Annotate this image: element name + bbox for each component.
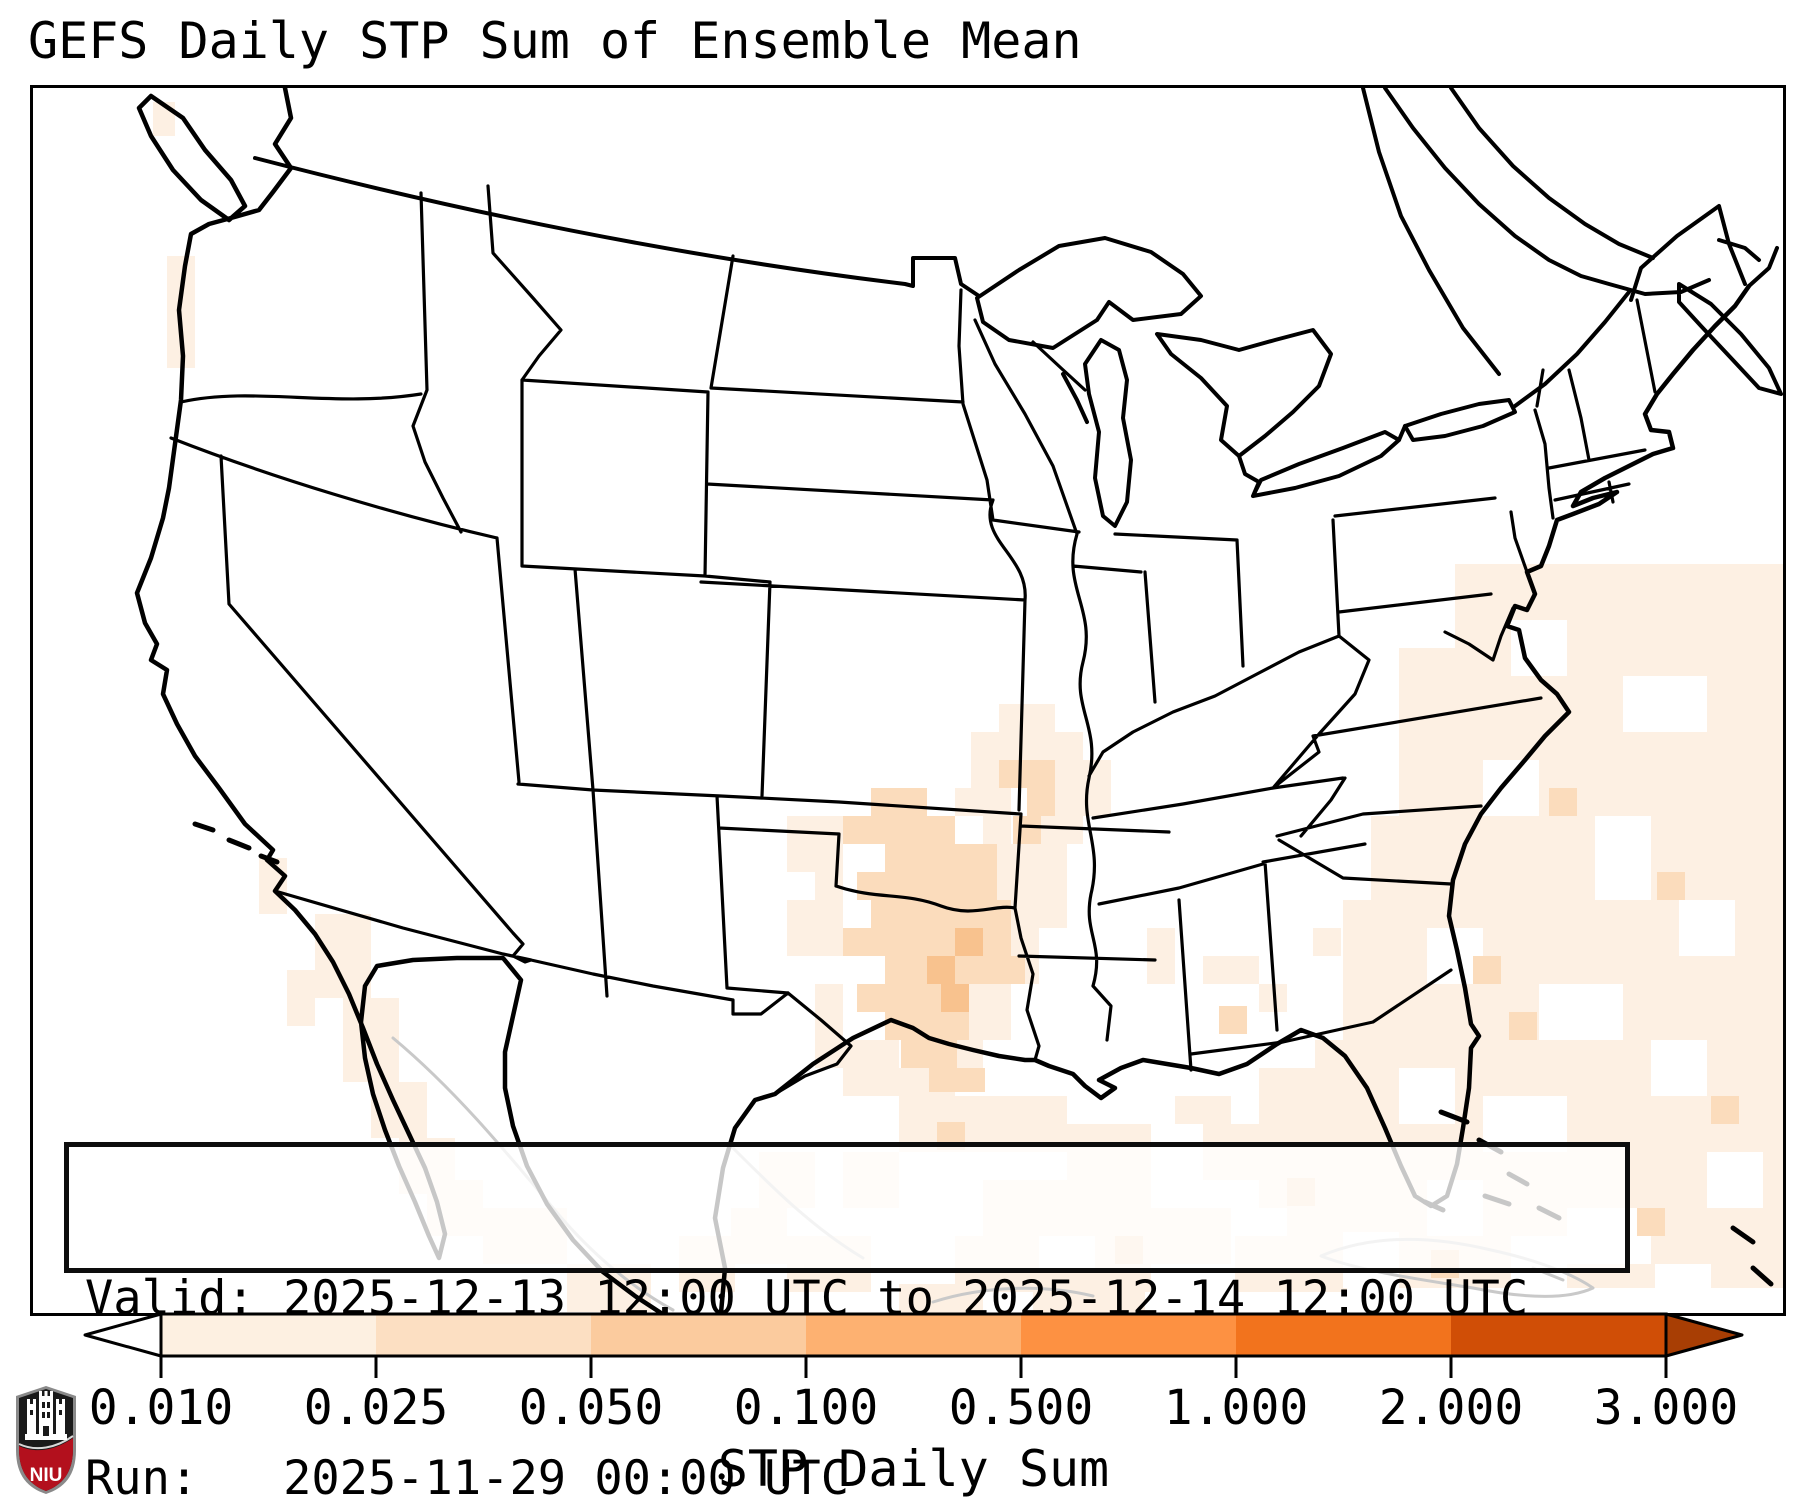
colorbar-tick-label: 2.000 xyxy=(1379,1380,1524,1436)
shading-cell-b1 xyxy=(1313,928,1341,956)
niu-logo: NIU xyxy=(14,1384,78,1500)
shading-cell-b2 xyxy=(1027,788,1055,816)
niu-shield-icon: NIU xyxy=(14,1384,78,1496)
shading-cell-b1 xyxy=(1371,816,1399,900)
shading-cell-white xyxy=(1483,760,1539,816)
shading-cell-b2 xyxy=(1509,1012,1537,1040)
colorbar-segment xyxy=(806,1314,1021,1356)
shading-cell-b2 xyxy=(871,900,1011,928)
shading-cell-b3 xyxy=(941,984,969,1012)
niu-logo-text: NIU xyxy=(30,1465,63,1486)
shading-cell-b2 xyxy=(1711,1096,1739,1124)
colorbar-svg: 0.010 0.025 0.050 0.100 0.500 1.000 2.000 3.000… xyxy=(0,1306,1803,1500)
shading-cell-b3 xyxy=(955,928,983,956)
shading-cell-b2 xyxy=(1013,816,1041,844)
colorbar-under-arrow xyxy=(85,1314,161,1356)
valid-run-info-box: Valid: 2025-12-13 12:00 UTC to 2025-12-1… xyxy=(64,1142,1630,1273)
colorbar-segment xyxy=(376,1314,591,1356)
colorbar-tick-label: 0.010 xyxy=(89,1380,234,1436)
shading-cell-b1 xyxy=(1175,1096,1231,1124)
shading-cell-b1 xyxy=(1455,564,1783,732)
colorbar-segment xyxy=(161,1314,376,1356)
weather-map-page: GEFS Daily STP Sum of Ensemble Mean Vali… xyxy=(0,0,1803,1500)
colorbar-segment xyxy=(1236,1314,1451,1356)
shading-cell-white xyxy=(1595,816,1651,900)
colorbar-tick-label: 0.500 xyxy=(949,1380,1094,1436)
shading-cell-b1 xyxy=(287,970,315,1026)
canada-border-lines xyxy=(255,88,1781,440)
shading-cell-b1 xyxy=(1203,956,1259,984)
colorbar-segment xyxy=(1021,1314,1236,1356)
colorbar-tick-label: 0.050 xyxy=(519,1380,664,1436)
shading-cell-white xyxy=(1655,1264,1711,1292)
map-canvas xyxy=(30,85,1786,1316)
colorbar-tick-label: 0.100 xyxy=(734,1380,879,1436)
shading-cell-b1 xyxy=(787,816,843,872)
conus-map-svg xyxy=(33,88,1783,1313)
colorbar-over-arrow xyxy=(1666,1314,1742,1356)
colorbar-tick-label: 0.025 xyxy=(304,1380,449,1436)
colorbar-axis-label: STP Daily Sum xyxy=(718,1440,1109,1498)
shading-cell-b2 xyxy=(1473,956,1501,984)
shading-cell-b2 xyxy=(871,788,927,816)
shading-cell-b2 xyxy=(843,816,955,844)
shading-cell-b1 xyxy=(1055,760,1111,816)
shading-cell-b1 xyxy=(999,704,1055,732)
page-title: GEFS Daily STP Sum of Ensemble Mean xyxy=(28,12,1082,70)
colorbar-segment xyxy=(1451,1314,1666,1356)
shading-cell-white xyxy=(1623,676,1707,732)
shading-cell-b2 xyxy=(885,844,997,872)
shading-cell-b1 xyxy=(1147,928,1175,984)
shading-cell-b2 xyxy=(1637,1208,1665,1236)
shading-cell-white xyxy=(1651,1040,1707,1096)
colorbar-tick-label: 1.000 xyxy=(1164,1380,1309,1436)
shading-cell-b2 xyxy=(1219,1006,1247,1034)
shading-cell-b2 xyxy=(1549,788,1577,816)
shading-cell-b2 xyxy=(843,928,1011,956)
shading-cell-white xyxy=(1539,984,1623,1040)
shading-cell-b1 xyxy=(1259,1068,1315,1124)
colorbar: 0.010 0.025 0.050 0.100 0.500 1.000 2.000 3.000… xyxy=(0,1306,1803,1500)
shading-cell-white xyxy=(1707,1152,1763,1208)
shading-cell-b3 xyxy=(927,956,955,984)
shading-cell-b1 xyxy=(787,900,843,956)
colorbar-tick-label: 3.000 xyxy=(1594,1380,1739,1436)
shading-cell-b1 xyxy=(343,998,399,1082)
colorbar-segment xyxy=(591,1314,806,1356)
shading-cell-b2 xyxy=(999,760,1055,788)
shading-cell-white xyxy=(1679,900,1735,956)
stp-shading-raster xyxy=(153,102,1783,1313)
shading-cell-b2 xyxy=(1657,872,1685,900)
shading-cell-b2 xyxy=(929,1068,985,1092)
